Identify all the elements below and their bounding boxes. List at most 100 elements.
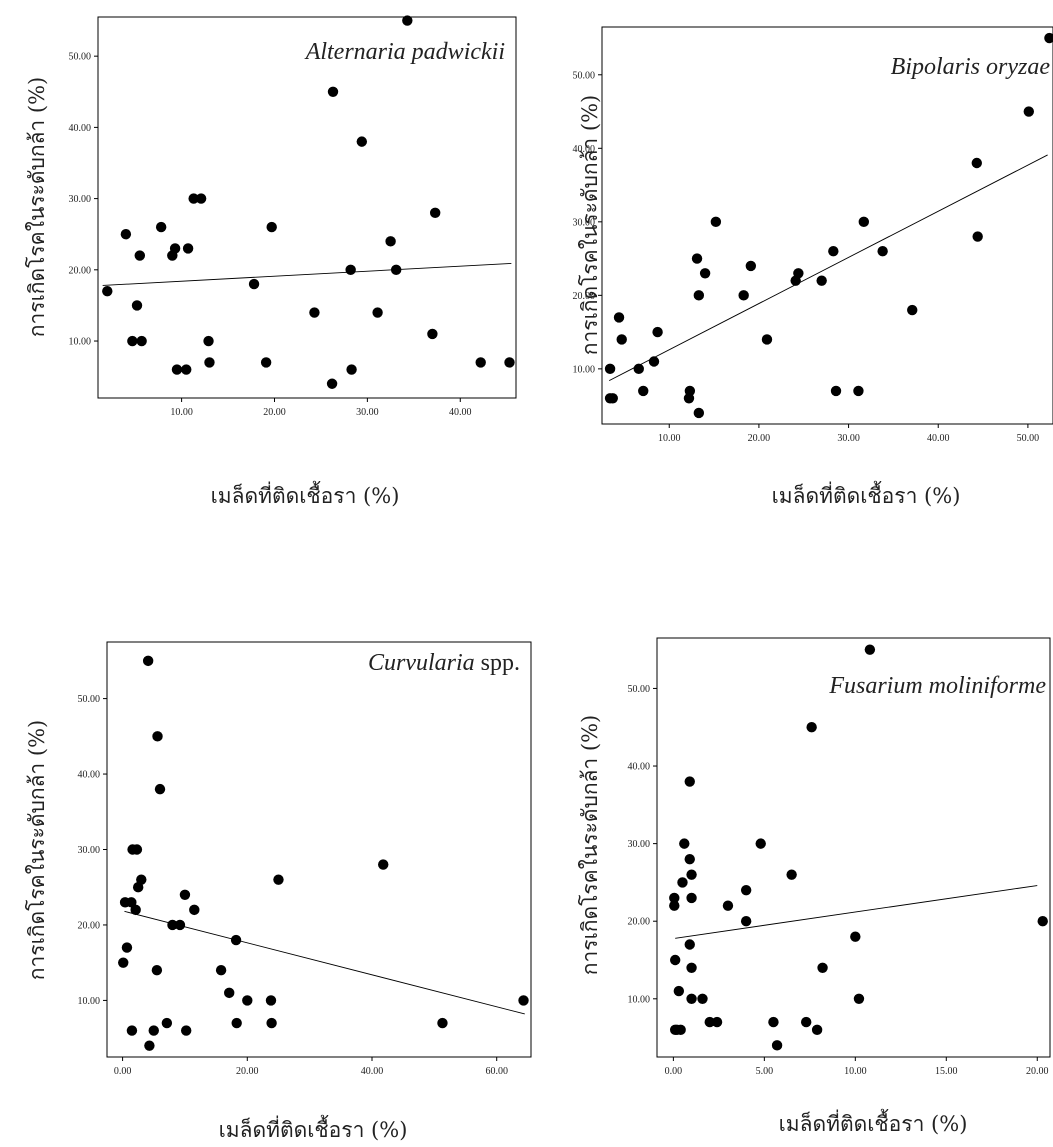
plot-frame <box>656 637 1051 1058</box>
data-point <box>224 987 235 999</box>
x-tick-label: 40.00 <box>927 433 950 444</box>
panel-title-italic: Alternaria padwickii <box>304 39 505 65</box>
data-point <box>800 1016 812 1028</box>
data-point <box>691 253 703 264</box>
panel-title: Curvularia spp. <box>368 650 520 676</box>
panel-title: Fusarium moliniforme <box>828 673 1046 699</box>
data-point <box>171 364 183 375</box>
panel-title-normal: spp. <box>475 650 520 676</box>
data-point <box>174 919 186 931</box>
data-point <box>693 290 705 301</box>
y-axis-label: การเกิดโรคในระดับกล้า (%) <box>25 720 49 980</box>
x-axis-label: เมล็ดที่ติดเชื้อรา (%) <box>779 1109 968 1136</box>
data-point <box>167 919 178 931</box>
data-point <box>189 904 200 916</box>
data-point <box>853 993 865 1005</box>
y-tick-label: 20.00 <box>628 917 651 928</box>
data-point <box>669 892 680 904</box>
data-point <box>669 954 681 966</box>
data-point <box>130 904 141 916</box>
data-point <box>693 407 705 419</box>
scatter-panel-4: 10.00 20.00 30.00 40.00 50.00 0.00 5.00 10.00 15… <box>578 637 1051 1136</box>
data-point <box>786 869 797 880</box>
panel-title: Alternaria padwickii <box>304 39 505 65</box>
data-point <box>607 393 618 404</box>
data-point <box>755 838 766 849</box>
data-point <box>180 1025 192 1036</box>
data-point <box>248 278 260 290</box>
data-point <box>475 357 486 368</box>
data-point <box>806 722 817 733</box>
data-point <box>169 243 181 254</box>
x-tick-label: 30.00 <box>356 407 379 418</box>
data-point <box>121 942 133 953</box>
data-point <box>830 385 842 397</box>
data-point <box>345 264 356 276</box>
x-tick-label: 5.00 <box>756 1066 774 1077</box>
data-point <box>402 15 413 26</box>
data-point <box>120 229 132 240</box>
x-tick-label: 30.00 <box>837 433 860 444</box>
y-tick-label: 30.00 <box>78 845 101 856</box>
data-point <box>356 136 368 147</box>
panel-title-italic: Bipolaris oryzae <box>891 54 1051 80</box>
data-point <box>215 965 227 976</box>
data-point <box>679 838 690 849</box>
data-point <box>686 892 697 904</box>
data-point <box>677 877 688 888</box>
data-point <box>131 844 143 855</box>
y-tick-label: 40.00 <box>78 770 101 781</box>
scatter-panel-3: 10.00 20.00 30.00 40.00 50.00 0.00 20.00 40.00 6… <box>25 641 532 1142</box>
panel-title-italic: Curvularia <box>368 650 475 676</box>
data-point <box>669 900 680 911</box>
x-tick-label: 20.00 <box>1026 1066 1049 1077</box>
plot-frame <box>106 641 532 1058</box>
data-point <box>179 889 191 900</box>
data-point <box>710 216 722 228</box>
data-point <box>346 364 357 375</box>
data-point <box>151 965 163 976</box>
y-tick-label: 40.00 <box>628 762 651 773</box>
data-point <box>230 934 242 946</box>
data-point <box>673 985 685 997</box>
data-point <box>771 1040 783 1051</box>
data-point <box>740 916 752 927</box>
x-tick-label: 20.00 <box>748 433 771 444</box>
data-point <box>877 246 888 257</box>
y-tick-label: 10.00 <box>69 337 92 348</box>
data-point <box>686 962 697 973</box>
data-point <box>504 357 515 368</box>
data-point <box>148 1025 159 1036</box>
panel-title-italic: Fusarium moliniforme <box>828 673 1046 699</box>
data-point <box>971 157 982 169</box>
x-tick-label: 10.00 <box>844 1066 867 1077</box>
data-point <box>686 993 697 1005</box>
data-point <box>136 874 147 885</box>
data-point <box>126 897 137 908</box>
data-point <box>155 221 167 233</box>
x-tick-label: 10.00 <box>658 433 681 444</box>
x-tick-label: 60.00 <box>485 1066 508 1077</box>
data-point <box>699 268 711 279</box>
data-point <box>131 300 143 311</box>
data-point <box>188 193 199 204</box>
y-tick-label: 40.00 <box>69 123 92 134</box>
data-point <box>260 357 272 368</box>
y-tick-label: 40.00 <box>573 144 596 155</box>
y-tick-label: 20.00 <box>573 291 596 302</box>
x-tick-label: 20.00 <box>263 407 286 418</box>
data-point <box>684 939 695 950</box>
data-point <box>142 655 154 667</box>
data-point <box>518 995 529 1006</box>
data-point <box>231 1017 242 1029</box>
data-point <box>390 264 402 276</box>
plot-frame <box>601 26 1053 425</box>
data-point <box>144 1040 155 1051</box>
y-tick-label: 30.00 <box>628 839 651 850</box>
data-point <box>613 312 625 323</box>
data-point <box>761 334 773 345</box>
data-point <box>684 385 696 397</box>
x-tick-label: 20.00 <box>236 1066 259 1077</box>
data-point <box>740 884 752 896</box>
